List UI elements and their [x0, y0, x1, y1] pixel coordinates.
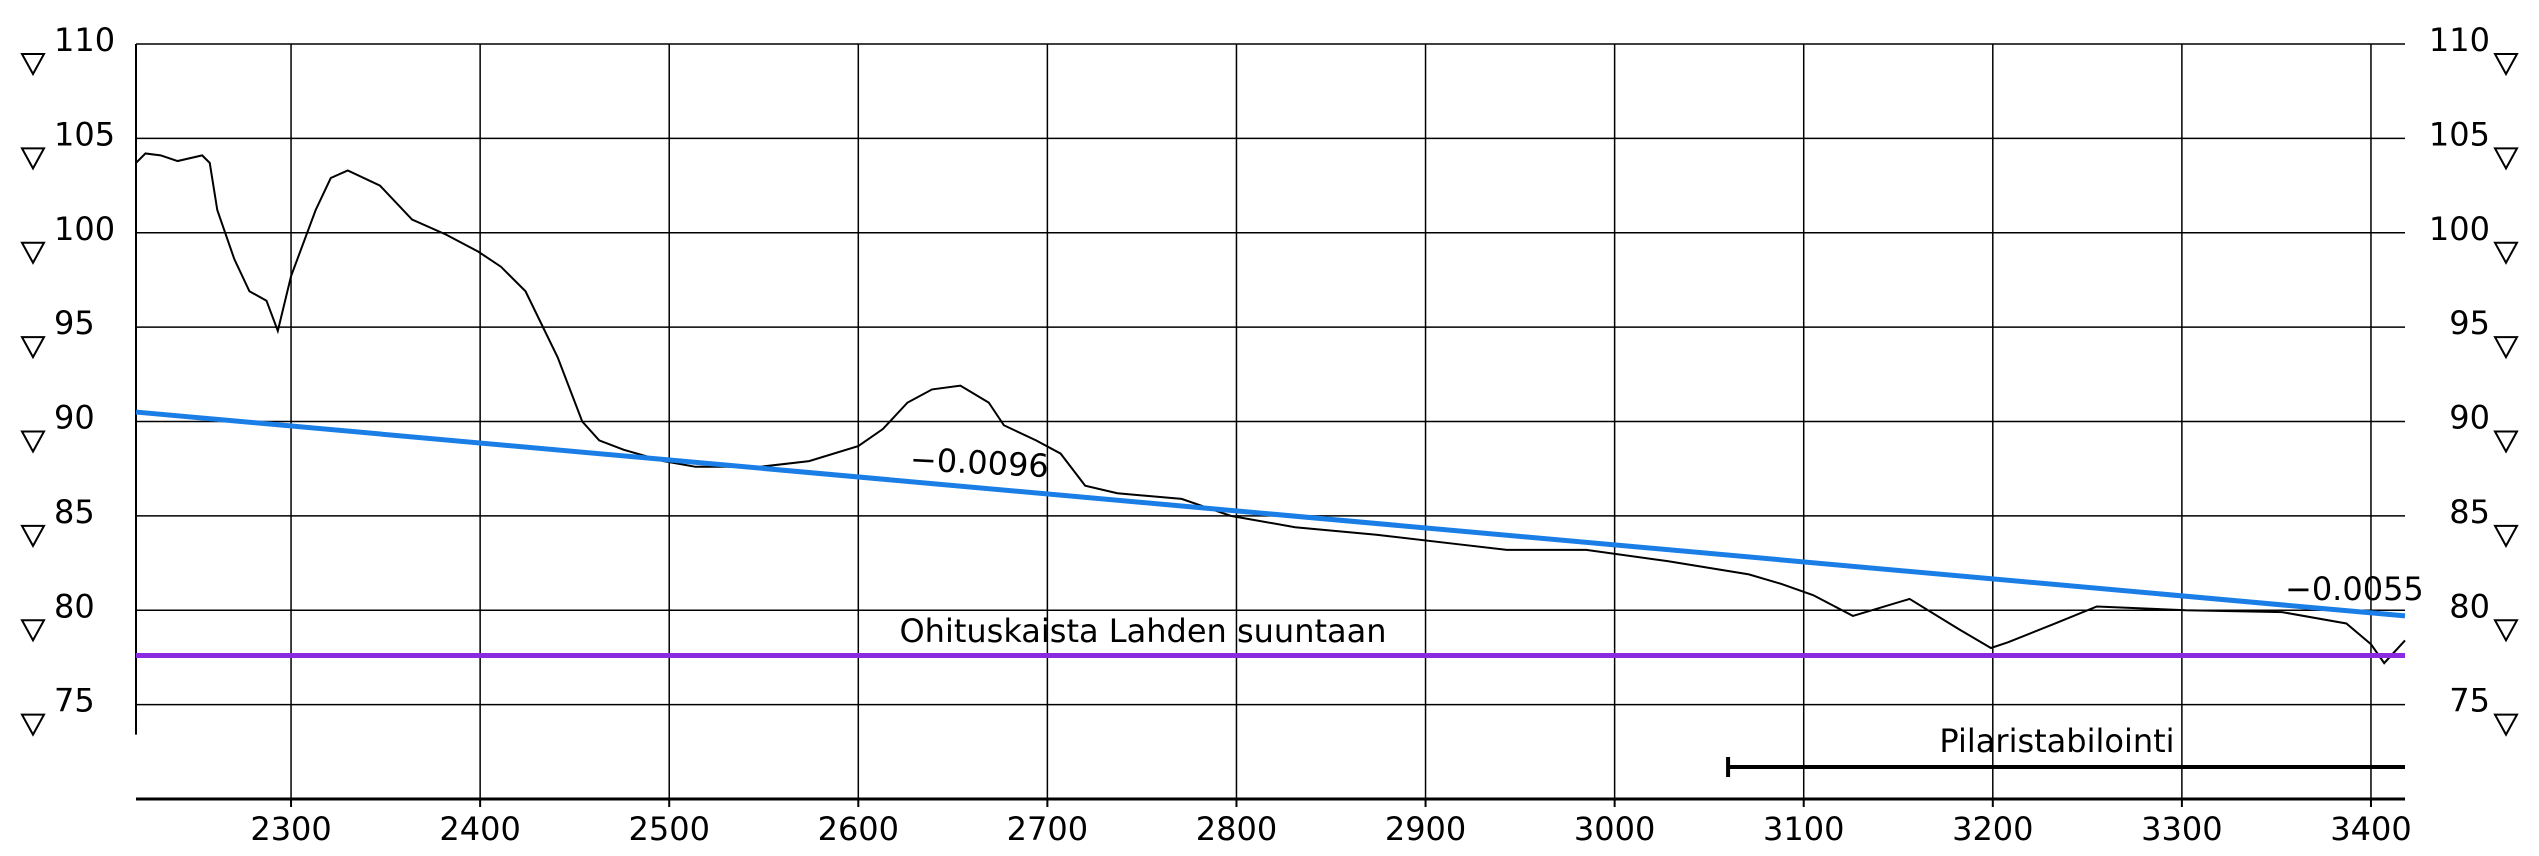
level-marker	[20, 336, 46, 360]
y-tick-label: 95	[2449, 304, 2490, 342]
level-marker	[2493, 53, 2519, 77]
y-tick-label: 95	[54, 304, 95, 342]
y-tick-label: 90	[54, 399, 95, 437]
y-tick-label: 75	[54, 682, 95, 720]
range-label: Pilaristabilointi	[1939, 722, 2174, 760]
level-marker	[20, 713, 46, 737]
y-tick-label: 105	[2429, 115, 2490, 153]
level-marker	[20, 147, 46, 171]
y-tick-label: 90	[2449, 399, 2490, 437]
level-marker	[20, 53, 46, 77]
y-tick-label: 110	[2429, 21, 2490, 59]
y-tick-label: 105	[54, 115, 115, 153]
level-marker	[20, 619, 46, 643]
x-tick-label: 3400	[2330, 810, 2411, 848]
y-tick-label: 110	[54, 21, 115, 59]
slope-label: −0.0096	[909, 440, 1050, 485]
x-tick-label: 2900	[1385, 810, 1466, 848]
terrain-line	[135, 152, 2406, 665]
x-tick-label: 3000	[1574, 810, 1655, 848]
level-marker	[2493, 430, 2519, 454]
y-tick-label: 100	[2429, 210, 2490, 248]
level-marker	[2493, 619, 2519, 643]
x-tick-label: 2300	[250, 810, 331, 848]
x-tick-label: 3100	[1763, 810, 1844, 848]
x-tick-label: 2500	[628, 810, 709, 848]
level-marker	[20, 430, 46, 454]
y-tick-label: 85	[54, 493, 95, 531]
x-tick-label: 2800	[1196, 810, 1277, 848]
x-tick-label: 2700	[1007, 810, 1088, 848]
level-marker	[20, 241, 46, 265]
x-tick-label: 3200	[1952, 810, 2033, 848]
y-tick-label: 100	[54, 210, 115, 248]
lane-label: Ohituskaista Lahden suuntaan	[899, 612, 1386, 650]
level-marker	[20, 524, 46, 548]
y-tick-label: 80	[54, 587, 95, 625]
level-marker	[2493, 336, 2519, 360]
level-marker	[2493, 713, 2519, 737]
design-line	[135, 409, 2406, 619]
y-tick-label: 85	[2449, 493, 2490, 531]
x-tick-label: 2600	[818, 810, 899, 848]
y-tick-label: 80	[2449, 587, 2490, 625]
y-tick-label: 75	[2449, 682, 2490, 720]
level-marker	[2493, 524, 2519, 548]
level-marker	[2493, 147, 2519, 171]
x-tick-label: 2400	[439, 810, 520, 848]
x-tick-label: 3300	[2141, 810, 2222, 848]
level-marker	[2493, 241, 2519, 265]
slope-label: −0.0055	[2285, 570, 2424, 608]
